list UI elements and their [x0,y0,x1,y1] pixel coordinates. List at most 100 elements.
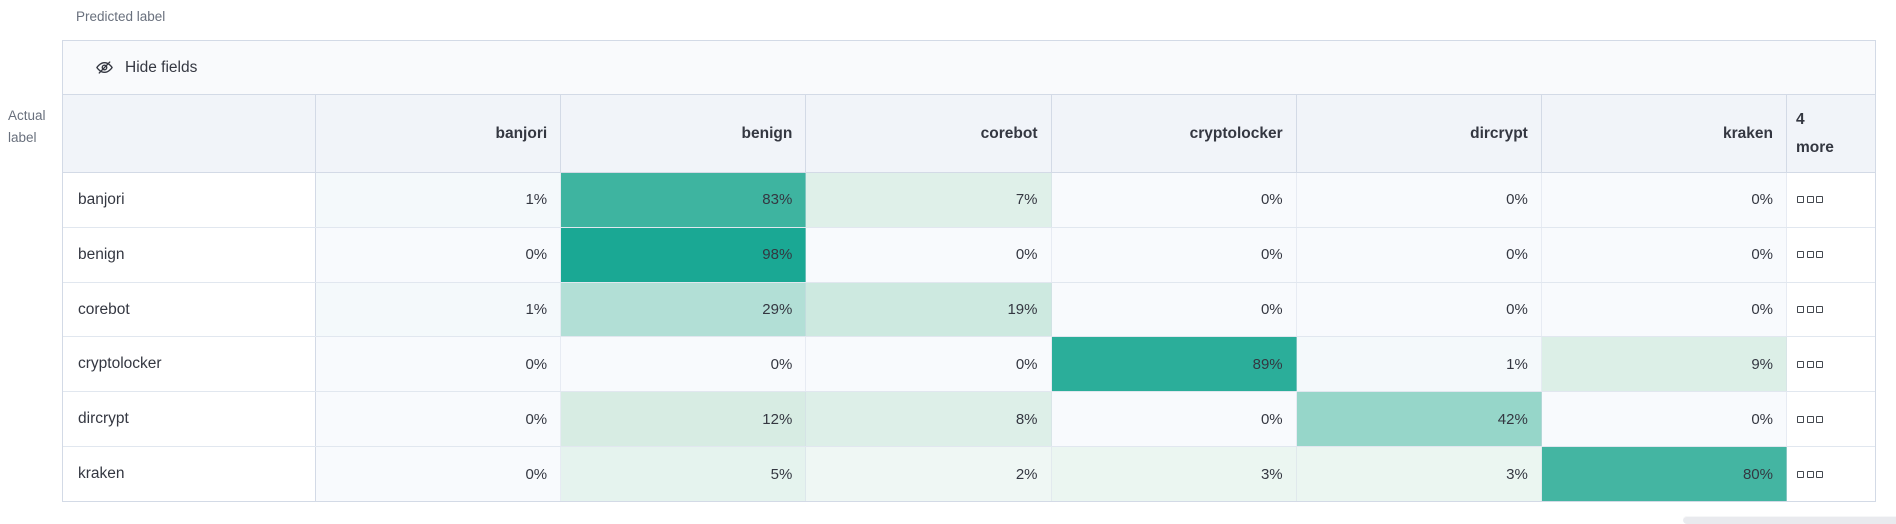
cell-value: 83% [762,191,793,209]
column-header-cryptolocker[interactable]: cryptolocker [1051,95,1297,172]
matrix-cell-cryptolocker-banjori[interactable]: 0% [316,337,562,392]
grid-toolbar: Hide fields [63,41,1875,95]
matrix-cell-kraken-benign[interactable]: 5% [561,447,807,501]
matrix-cell-corebot-cryptolocker[interactable]: 0% [1051,282,1297,337]
column-header-corebot[interactable]: corebot [806,95,1052,172]
table-row: corebot 1% 29% 19% 0% 0% 0% [63,282,1875,338]
cell-value: 0% [1260,301,1283,319]
matrix-cell-cryptolocker-dircrypt[interactable]: 1% [1296,337,1542,392]
more-count: 4 [1796,110,1805,128]
matrix-cell-kraken-dircrypt[interactable]: 3% [1296,447,1542,501]
cell-value: 0% [1260,410,1283,428]
actual-label-line1: Actual [8,108,46,123]
hide-fields-button[interactable]: Hide fields [89,54,203,81]
matrix-cell-corebot-dircrypt[interactable]: 0% [1296,282,1542,337]
boxes-horizontal-icon [1797,251,1826,259]
matrix-cell-kraken-cryptolocker[interactable]: 3% [1051,447,1297,501]
cell-value: 1% [525,301,548,319]
confusion-matrix-grid: Hide fields banjori benign corebot cryptolo… [62,40,1876,502]
matrix-cell-benign-corebot[interactable]: 0% [806,227,1052,282]
matrix-cell-benign-banjori[interactable]: 0% [316,227,562,282]
boxes-horizontal-icon [1797,360,1826,368]
matrix-cell-corebot-kraken[interactable]: 0% [1541,282,1787,337]
matrix-cell-dircrypt-benign[interactable]: 12% [561,392,807,447]
row-header-label: kraken [78,465,125,483]
cell-value: 0% [525,465,548,483]
matrix-cell-dircrypt-cryptolocker[interactable]: 0% [1051,392,1297,447]
column-header-benign[interactable]: benign [561,95,807,172]
more-cell-cryptolocker[interactable] [1787,337,1875,392]
matrix-cell-benign-kraken[interactable]: 0% [1541,227,1787,282]
matrix-cell-dircrypt-kraken[interactable]: 0% [1541,392,1787,447]
row-header-label: dircrypt [78,410,129,428]
more-cell-banjori[interactable] [1787,173,1875,227]
more-word: more [1796,138,1834,156]
column-header-more[interactable]: 4 more [1787,95,1875,172]
column-header-label: kraken [1723,124,1773,142]
row-header-dircrypt[interactable]: dircrypt [63,392,316,447]
row-header-corebot[interactable]: corebot [63,282,316,337]
cell-value: 0% [1751,410,1773,428]
more-cell-kraken[interactable] [1787,447,1875,501]
matrix-cell-banjori-banjori[interactable]: 1% [316,173,562,227]
matrix-cell-corebot-banjori[interactable]: 1% [316,282,562,337]
column-header-label: benign [741,124,793,142]
more-cell-corebot[interactable] [1787,282,1875,337]
column-header-label: dircrypt [1470,124,1528,142]
matrix-cell-cryptolocker-benign[interactable]: 0% [561,337,807,392]
table-row: kraken 0% 5% 2% 3% 3% 80% [63,447,1875,501]
boxes-horizontal-icon [1797,470,1826,478]
matrix-cell-benign-benign[interactable]: 98% [561,227,807,282]
matrix-cell-banjori-corebot[interactable]: 7% [806,173,1052,227]
matrix-cell-cryptolocker-cryptolocker[interactable]: 89% [1051,337,1297,392]
header-corner-cell [63,95,316,172]
row-header-label: corebot [78,300,130,318]
hide-fields-label: Hide fields [125,58,198,76]
cell-value: 3% [1506,465,1528,483]
cell-value: 89% [1252,355,1283,373]
eye-closed-icon [95,58,114,77]
matrix-cell-banjori-benign[interactable]: 83% [561,173,807,227]
matrix-cell-kraken-banjori[interactable]: 0% [316,447,562,501]
actual-label-caption: Actual label [8,105,46,149]
matrix-cell-dircrypt-dircrypt[interactable]: 42% [1296,392,1542,447]
matrix-cell-cryptolocker-corebot[interactable]: 0% [806,337,1052,392]
matrix-cell-cryptolocker-kraken[interactable]: 9% [1541,337,1787,392]
matrix-cell-corebot-benign[interactable]: 29% [561,282,807,337]
cell-value: 12% [762,410,793,428]
cell-value: 0% [1506,246,1528,264]
cell-value: 0% [525,355,548,373]
cell-value: 7% [1015,191,1038,209]
cell-value: 0% [1260,191,1283,209]
more-cell-dircrypt[interactable] [1787,392,1875,447]
matrix-cell-banjori-cryptolocker[interactable]: 0% [1051,173,1297,227]
matrix-cell-benign-dircrypt[interactable]: 0% [1296,227,1542,282]
cell-value: 0% [1015,355,1038,373]
matrix-cell-benign-cryptolocker[interactable]: 0% [1051,227,1297,282]
table-row: banjori 1% 83% 7% 0% 0% 0% [63,173,1875,228]
cell-value: 98% [762,246,793,264]
horizontal-scrollbar[interactable] [1683,516,1896,524]
matrix-cell-banjori-kraken[interactable]: 0% [1541,173,1787,227]
row-header-banjori[interactable]: banjori [63,173,316,227]
cell-value: 8% [1015,410,1038,428]
matrix-cell-dircrypt-banjori[interactable]: 0% [316,392,562,447]
column-header-dircrypt[interactable]: dircrypt [1296,95,1542,172]
matrix-cell-kraken-kraken[interactable]: 80% [1541,447,1787,501]
more-cell-benign[interactable] [1787,227,1875,282]
matrix-cell-corebot-corebot[interactable]: 19% [806,282,1052,337]
column-header-kraken[interactable]: kraken [1541,95,1787,172]
row-header-label: benign [78,245,125,263]
matrix-cell-dircrypt-corebot[interactable]: 8% [806,392,1052,447]
table-row: benign 0% 98% 0% 0% 0% 0% [63,227,1875,283]
header-row: banjori benign corebot cryptolocker dircrypt… [63,95,1875,173]
row-header-label: banjori [78,190,125,208]
matrix-cell-kraken-corebot[interactable]: 2% [806,447,1052,501]
cell-value: 0% [1751,246,1773,264]
row-header-kraken[interactable]: kraken [63,447,316,501]
matrix-cell-banjori-dircrypt[interactable]: 0% [1296,173,1542,227]
column-header-banjori[interactable]: banjori [316,95,562,172]
row-header-cryptolocker[interactable]: cryptolocker [63,337,316,392]
predicted-label-caption: Predicted label [76,9,166,24]
row-header-benign[interactable]: benign [63,227,316,282]
